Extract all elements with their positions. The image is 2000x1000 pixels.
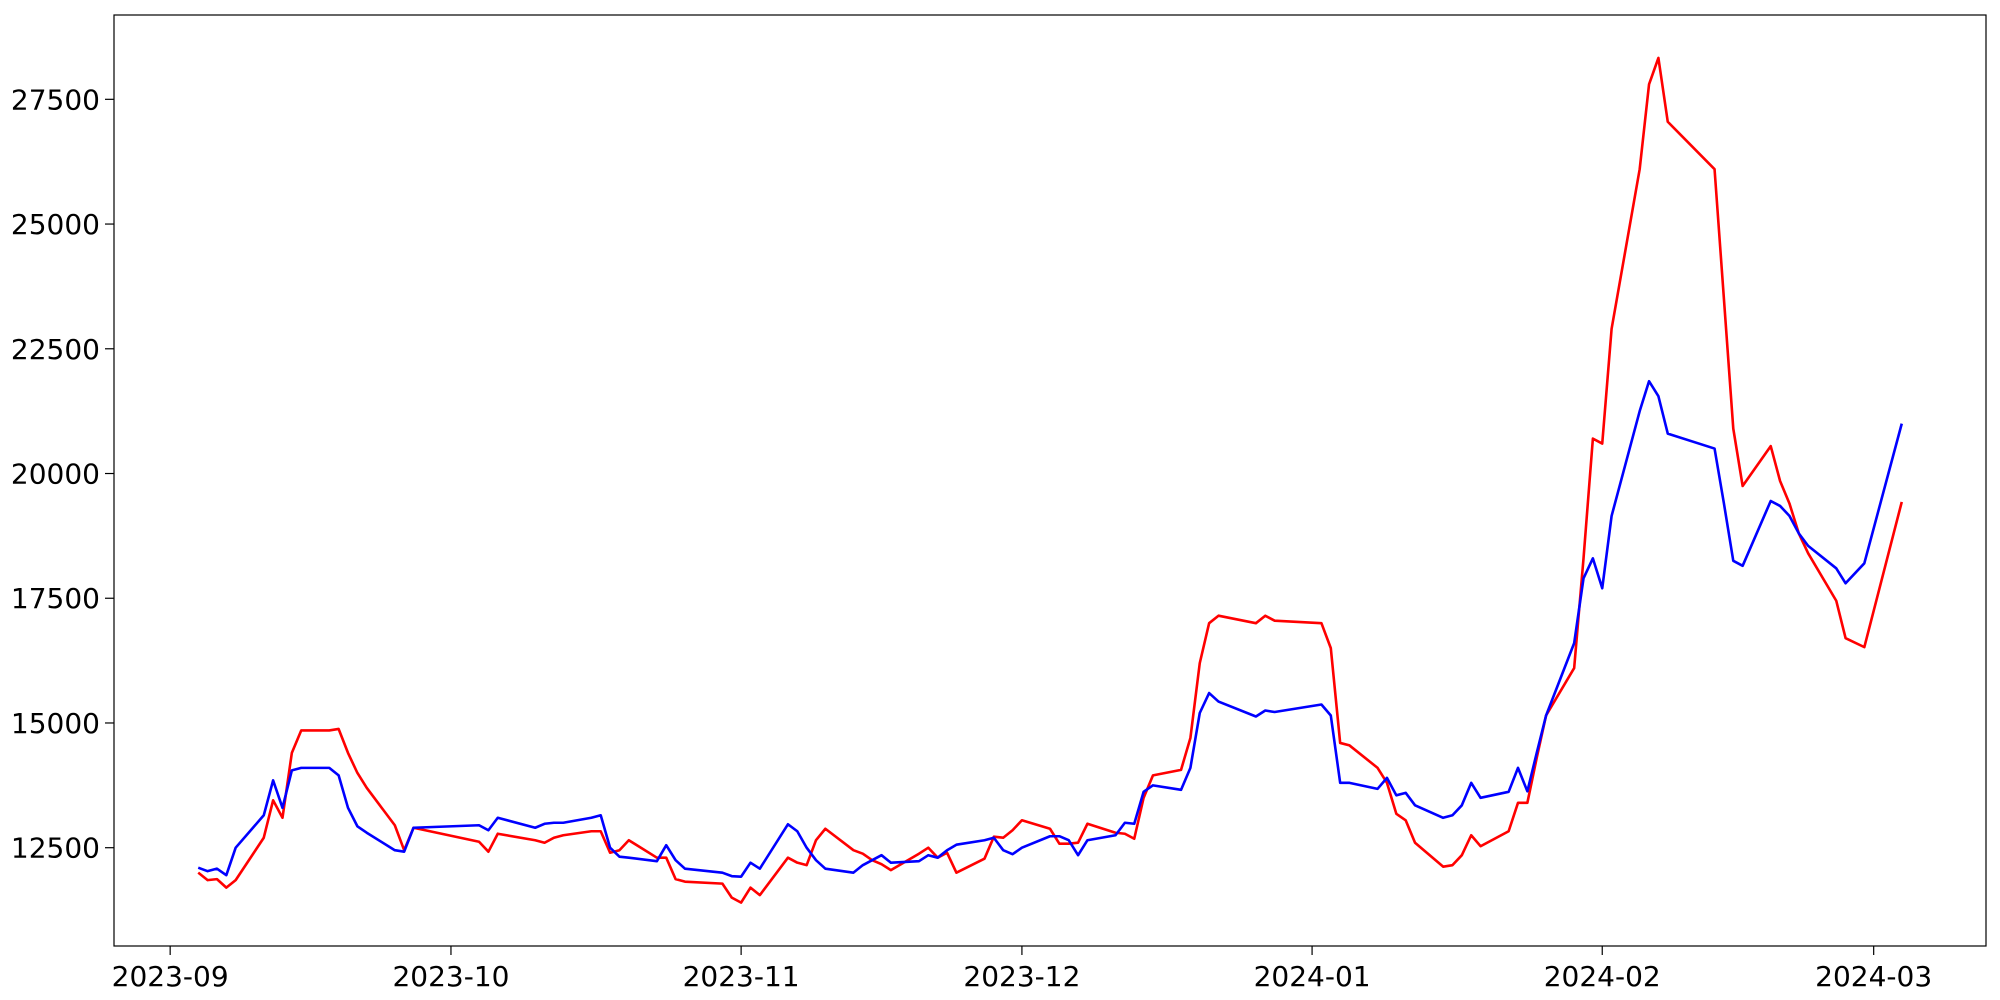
x-tick-label: 2023-12 — [963, 960, 1080, 993]
x-tick-label: 2023-11 — [683, 960, 800, 993]
y-tick-label: 22500 — [11, 333, 100, 366]
line-series — [197, 56, 1904, 904]
y-tick-label: 15000 — [11, 707, 100, 740]
x-tick-label: 2024-02 — [1544, 960, 1661, 993]
axes-frame — [113, 14, 1987, 947]
y-tick-label: 25000 — [11, 208, 100, 241]
y-tick-label: 12500 — [11, 832, 100, 865]
x-tick-label: 2024-03 — [1815, 960, 1932, 993]
x-tick-label: 2023-10 — [392, 960, 509, 993]
x-tick-label: 2023-09 — [112, 960, 229, 993]
y-tick-label: 17500 — [11, 582, 100, 615]
line-series — [197, 379, 1904, 878]
y-tick-label: 27500 — [11, 83, 100, 116]
y-tick-label: 20000 — [11, 458, 100, 491]
x-tick-label: 2024-01 — [1254, 960, 1371, 993]
